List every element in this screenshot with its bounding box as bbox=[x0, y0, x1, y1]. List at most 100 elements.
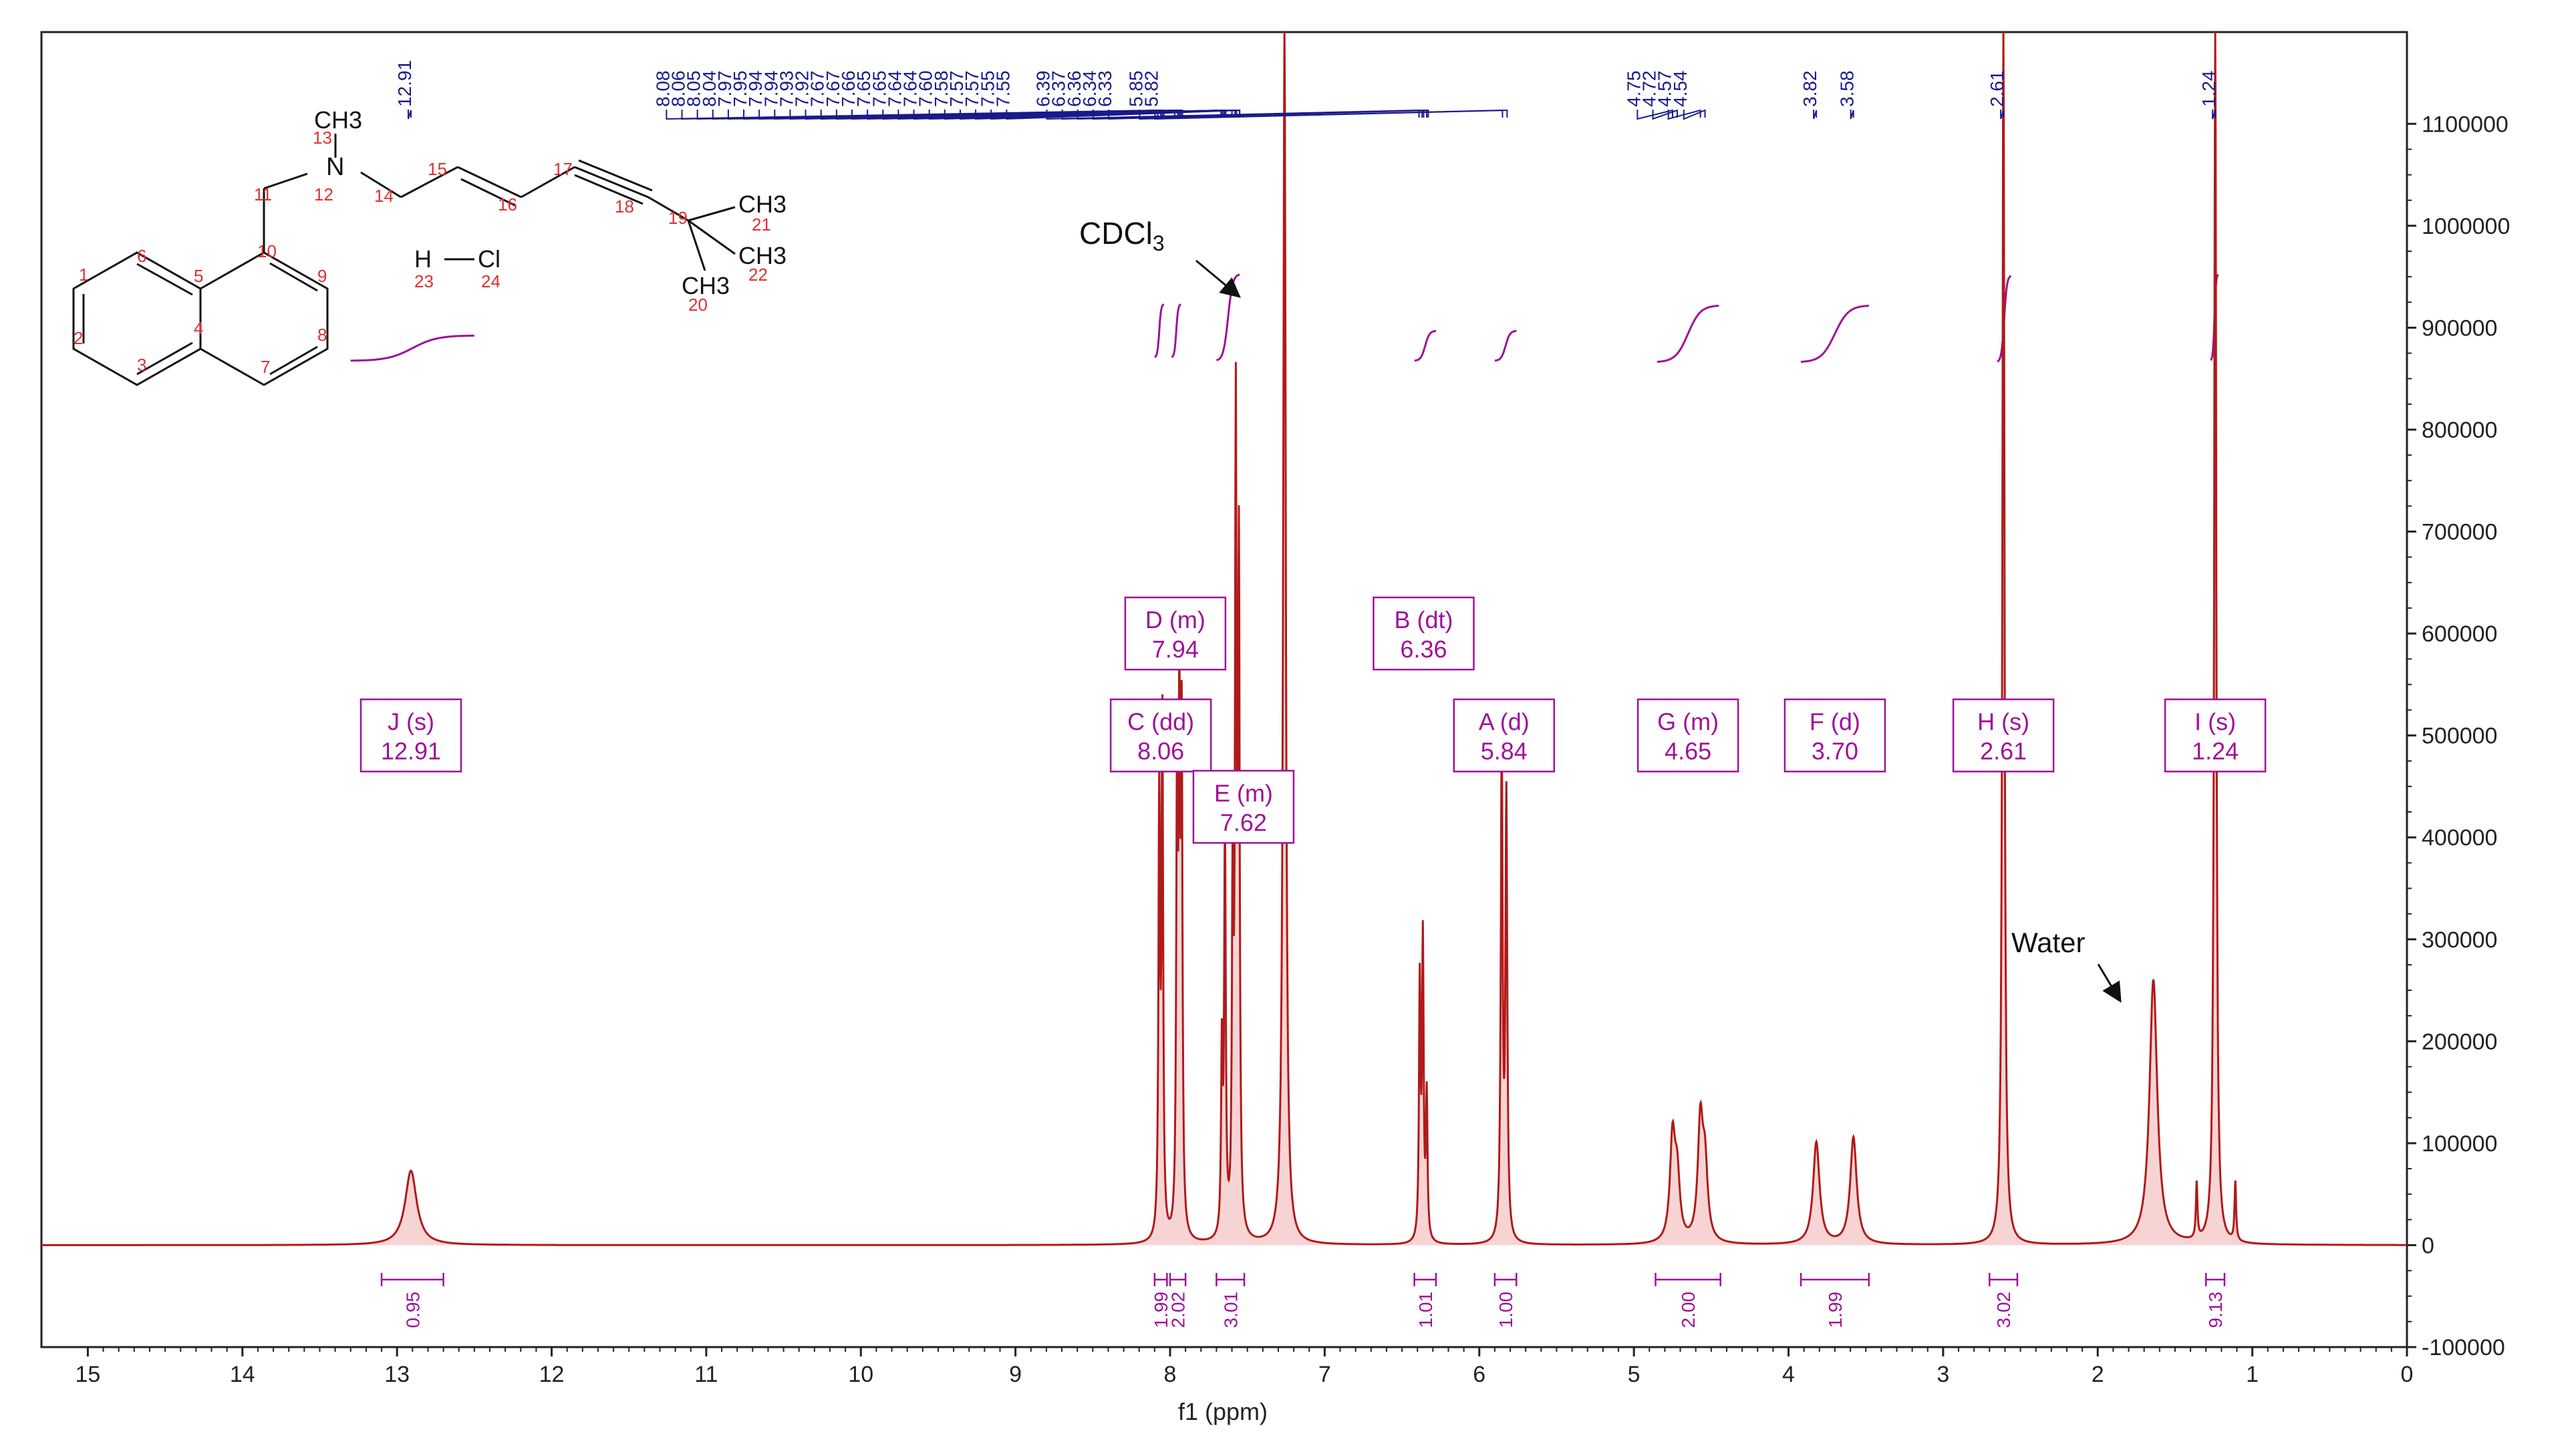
y-tick-label: 0 bbox=[2422, 1233, 2434, 1258]
integral-value: 1.99 bbox=[1151, 1292, 1171, 1328]
atom-number: 16 bbox=[498, 194, 517, 214]
ring-double-bond bbox=[136, 263, 193, 296]
bond bbox=[400, 166, 458, 198]
atom-number: 9 bbox=[317, 266, 327, 286]
peak-label: 3.58 bbox=[1837, 71, 1858, 108]
ring-double-bond bbox=[269, 345, 318, 376]
peak-label: 8.05 bbox=[684, 71, 704, 108]
integral-value: 2.00 bbox=[1678, 1292, 1699, 1328]
peak-label-leader bbox=[1652, 109, 1678, 120]
atom-number: 20 bbox=[688, 295, 708, 315]
cdcl3-arrow bbox=[1195, 259, 1241, 298]
multiplet-name: A (d) bbox=[1479, 708, 1530, 736]
peak-label: 6.39 bbox=[1033, 71, 1054, 108]
y-tick-label: 700000 bbox=[2422, 520, 2497, 545]
atom-number: 6 bbox=[137, 246, 146, 266]
peak-label: 7.55 bbox=[992, 71, 1013, 108]
peak-label: 1.24 bbox=[2198, 71, 2219, 108]
atom-number: 2 bbox=[74, 328, 83, 348]
peak-label: 7.57 bbox=[946, 71, 967, 108]
y-tick-label: 500000 bbox=[2422, 724, 2497, 749]
multiplet-shift: 12.91 bbox=[381, 738, 441, 765]
atom-number: 18 bbox=[615, 196, 634, 216]
atom-ch3-right-2: CH3 bbox=[738, 242, 787, 269]
x-tick-label: 14 bbox=[230, 1362, 255, 1387]
atom-number: 5 bbox=[194, 266, 203, 286]
y-tick-label: 200000 bbox=[2422, 1029, 2497, 1054]
peak-label: 7.65 bbox=[853, 71, 874, 108]
peak-label: 8.04 bbox=[699, 71, 720, 108]
multiplet-shift: 2.61 bbox=[1980, 738, 2027, 765]
peak-label-leader bbox=[407, 110, 412, 120]
integral-curve bbox=[1657, 305, 1719, 363]
x-tick-label: 7 bbox=[1318, 1362, 1331, 1387]
integral-value: 2.02 bbox=[1168, 1292, 1189, 1328]
peak-label: 6.33 bbox=[1095, 71, 1115, 108]
integral-value: 3.02 bbox=[1993, 1292, 2014, 1328]
multiplet-box bbox=[1636, 698, 1739, 772]
peak-label: 7.57 bbox=[962, 71, 982, 108]
multiplet-name: C (dd) bbox=[1127, 708, 1194, 736]
peak-label: 7.97 bbox=[714, 71, 735, 108]
multiplet-name: H (s) bbox=[1977, 708, 2029, 736]
atom-number: 3 bbox=[137, 355, 146, 375]
atom-number: 21 bbox=[752, 214, 771, 235]
x-tick-label: 15 bbox=[75, 1362, 100, 1387]
integral-value: 1.00 bbox=[1495, 1292, 1516, 1328]
integral-bars: 0.95 1.992.02 3.01 1.01 1.00 2.00 1.99 3.02 9.13 bbox=[380, 1273, 2226, 1328]
x-tick-label: 11 bbox=[694, 1362, 718, 1387]
x-tick-label: 5 bbox=[1628, 1362, 1640, 1387]
peak-label: 7.94 bbox=[760, 71, 781, 108]
x-tick-label: 12 bbox=[539, 1362, 565, 1387]
multiplet-name: I (s) bbox=[2194, 708, 2236, 736]
integral-curve bbox=[1800, 305, 1869, 363]
peak-label: 4.72 bbox=[1639, 71, 1660, 108]
water-annotation: Water bbox=[2011, 927, 2122, 1003]
peak-label: 7.58 bbox=[931, 71, 952, 108]
cdcl3-label: CDCl3 bbox=[1079, 216, 1165, 255]
peak-label: 4.54 bbox=[1670, 71, 1691, 108]
peak-label: 7.66 bbox=[838, 71, 859, 108]
atom-cl: Cl bbox=[478, 245, 501, 273]
bond-triple bbox=[574, 174, 644, 205]
multiplet-box bbox=[2164, 698, 2267, 772]
atom-number: 23 bbox=[414, 271, 434, 291]
y-tick-label: 1100000 bbox=[2422, 112, 2509, 137]
atom-number: 15 bbox=[428, 159, 447, 179]
atom-number: 14 bbox=[374, 186, 394, 206]
peak-label-leader bbox=[1108, 109, 1429, 120]
integral-curve bbox=[1494, 329, 1517, 362]
bond bbox=[521, 166, 575, 198]
atom-ch3-bottom: CH3 bbox=[682, 272, 730, 299]
x-tick-label: 8 bbox=[1164, 1362, 1177, 1387]
bond-double bbox=[460, 178, 517, 207]
spectrum-line bbox=[41, 31, 2407, 1246]
peak-labels: 12.91 8.088.068.058.047.977.957.947.947.9… bbox=[394, 60, 2219, 120]
multiplet-shift: 5.84 bbox=[1481, 738, 1528, 765]
bond bbox=[687, 220, 706, 271]
multiplet-box bbox=[1453, 698, 1556, 772]
multiplet-shift: 7.62 bbox=[1220, 809, 1267, 836]
bond-triple bbox=[578, 159, 653, 192]
integral-value: 1.01 bbox=[1415, 1292, 1436, 1328]
bond bbox=[263, 172, 308, 190]
atom-number: 19 bbox=[668, 208, 688, 228]
integral-curve bbox=[1414, 329, 1437, 362]
peak-label: 6.36 bbox=[1064, 71, 1085, 108]
multiplet-shift: 7.94 bbox=[1152, 635, 1199, 663]
multiplet-box bbox=[1373, 596, 1475, 671]
water-label: Water bbox=[2011, 927, 2085, 958]
y-tick-label: 900000 bbox=[2422, 315, 2497, 341]
multiplet-name: B (dt) bbox=[1394, 606, 1453, 633]
integral-curve bbox=[350, 334, 474, 362]
x-tick-label: 6 bbox=[1473, 1362, 1485, 1387]
peak-label: 5.85 bbox=[1125, 71, 1146, 108]
integral-curve bbox=[1171, 303, 1181, 358]
peak-label: 7.65 bbox=[869, 71, 889, 108]
multiplet-name: E (m) bbox=[1214, 779, 1273, 807]
peak-label: 6.37 bbox=[1048, 71, 1069, 108]
y-tick-label: 400000 bbox=[2422, 825, 2497, 851]
integral-curve bbox=[1216, 273, 1240, 361]
peak-label-leader bbox=[1636, 109, 1673, 120]
